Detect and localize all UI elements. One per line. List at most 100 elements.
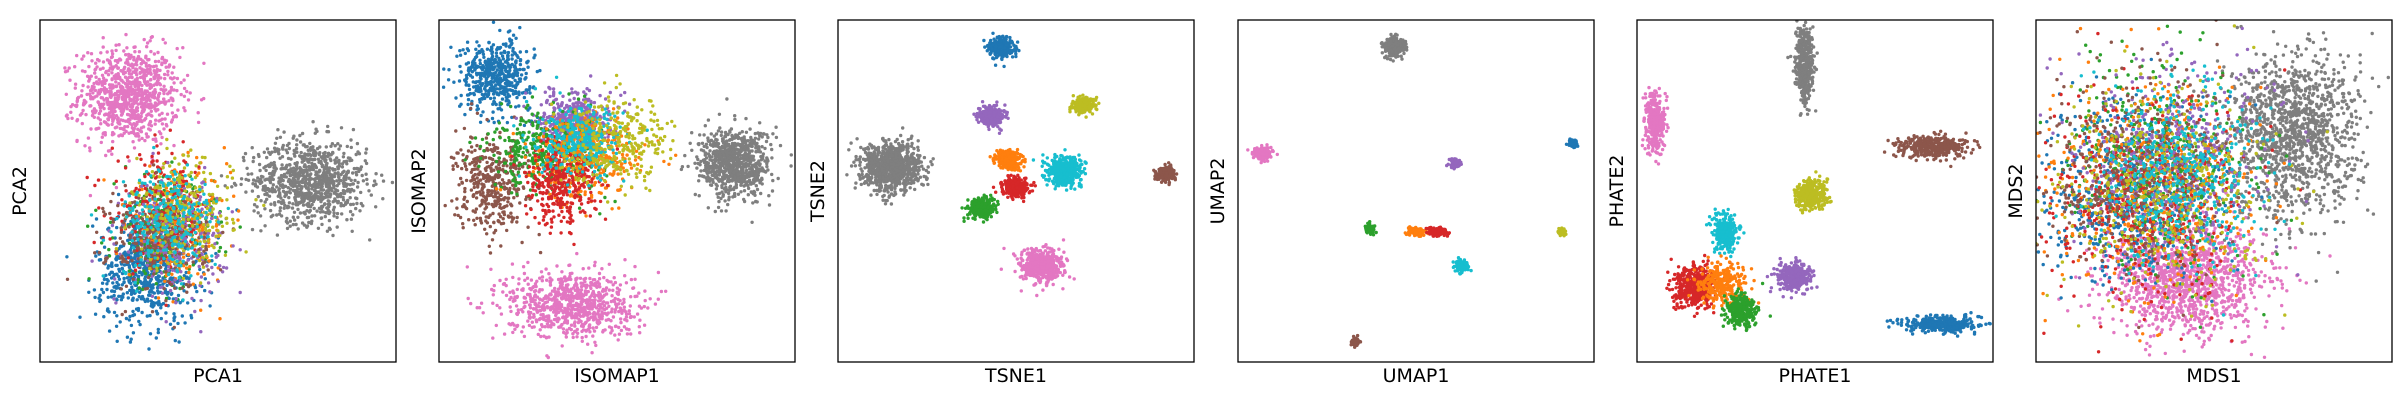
scatter-point [477,44,481,48]
scatter-point [117,43,121,47]
scatter-point [374,172,378,176]
scatter-point [318,210,323,214]
scatter-point [495,54,499,58]
scatter-point [186,98,191,102]
scatter-point [110,86,114,91]
scatter-point [339,201,343,206]
scatter-point [292,210,297,214]
scatter-point [137,224,141,229]
scatter-point [211,195,215,199]
scatter-point [123,183,128,188]
scatter-point [296,215,300,219]
scatter-point [175,259,179,263]
scatter-point [128,108,132,113]
scatter-point [111,220,116,224]
scatter-point [138,322,142,327]
scatter-point [236,209,241,213]
scatter-point [308,141,312,146]
scatter-point [117,294,121,298]
scatter-point [134,67,138,71]
scatter-point [159,261,163,265]
scatter-point [182,159,186,163]
scatter-point [133,50,137,54]
scatter-point [178,199,182,204]
scatter-point [206,268,210,272]
scatter-point [213,262,217,267]
scatter-point [196,212,201,216]
scatter-point [258,168,262,173]
scatter-point [239,182,243,187]
scatter-point [122,263,127,267]
scatter-point [110,110,115,115]
scatter-point [214,255,218,259]
scatter-point [119,133,123,137]
scatter-point [155,209,159,214]
scatter-point [187,276,191,281]
scatter-point [132,55,136,60]
scatter-point [238,225,242,229]
scatter-point [145,41,150,45]
scatter-point [544,335,549,340]
scatter-point [193,309,197,314]
scatter-point [131,224,135,228]
scatter-point [211,272,215,276]
scatter-point [505,78,509,83]
scatter-point [219,220,224,224]
scatter-point [123,70,128,75]
scatter-point [309,153,313,158]
scatter-point [109,276,114,280]
scatter-point [350,229,354,233]
scatter-point [169,170,173,174]
scatter-point [178,174,182,178]
scatter-point [131,272,135,276]
scatter-point [201,244,205,249]
scatter-point [340,212,344,216]
scatter-point [306,187,311,192]
scatter-point [321,210,325,214]
scatter-point [319,199,323,204]
scatter-point [463,112,467,117]
scatter-point [155,159,159,163]
scatter-point [461,48,465,52]
scatter-point [291,202,295,206]
scatter-point [148,119,153,124]
scatter-point [331,200,335,204]
scatter-point [291,222,295,227]
scatter-point [191,187,195,191]
scatter-point [114,241,119,245]
scatter-point [483,60,487,65]
scatter-point [68,78,72,82]
scatter-point [145,267,149,272]
scatter-point [250,227,255,232]
scatter-point [225,186,230,190]
scatter-point [183,239,188,243]
scatter-point [350,158,354,162]
scatter-point [127,206,132,211]
scatter-point [105,256,109,260]
scatter-point [135,218,139,223]
scatter-point [189,170,193,175]
scatter-point [263,178,267,182]
scatter-point [133,88,138,92]
scatter-point [132,313,137,317]
scatter-point [83,144,87,148]
scatter-point [143,246,147,250]
scatter-point [145,227,149,232]
scatter-point [288,187,293,191]
scatter-point [186,301,190,305]
scatter-point [470,75,475,79]
scatter-point [553,286,557,291]
scatter-point [296,207,300,212]
scatter-point [332,211,336,215]
scatter-point [344,177,348,182]
scatter-point [219,214,223,218]
scatter-point [150,241,154,245]
scatter-point [200,207,204,211]
scatter-point [255,205,259,209]
scatter-point [163,76,167,81]
scatter-point [195,289,199,294]
scatter-point [307,220,311,225]
scatter-point [153,133,157,137]
scatter-point [218,317,222,321]
scatter-point [133,236,137,240]
